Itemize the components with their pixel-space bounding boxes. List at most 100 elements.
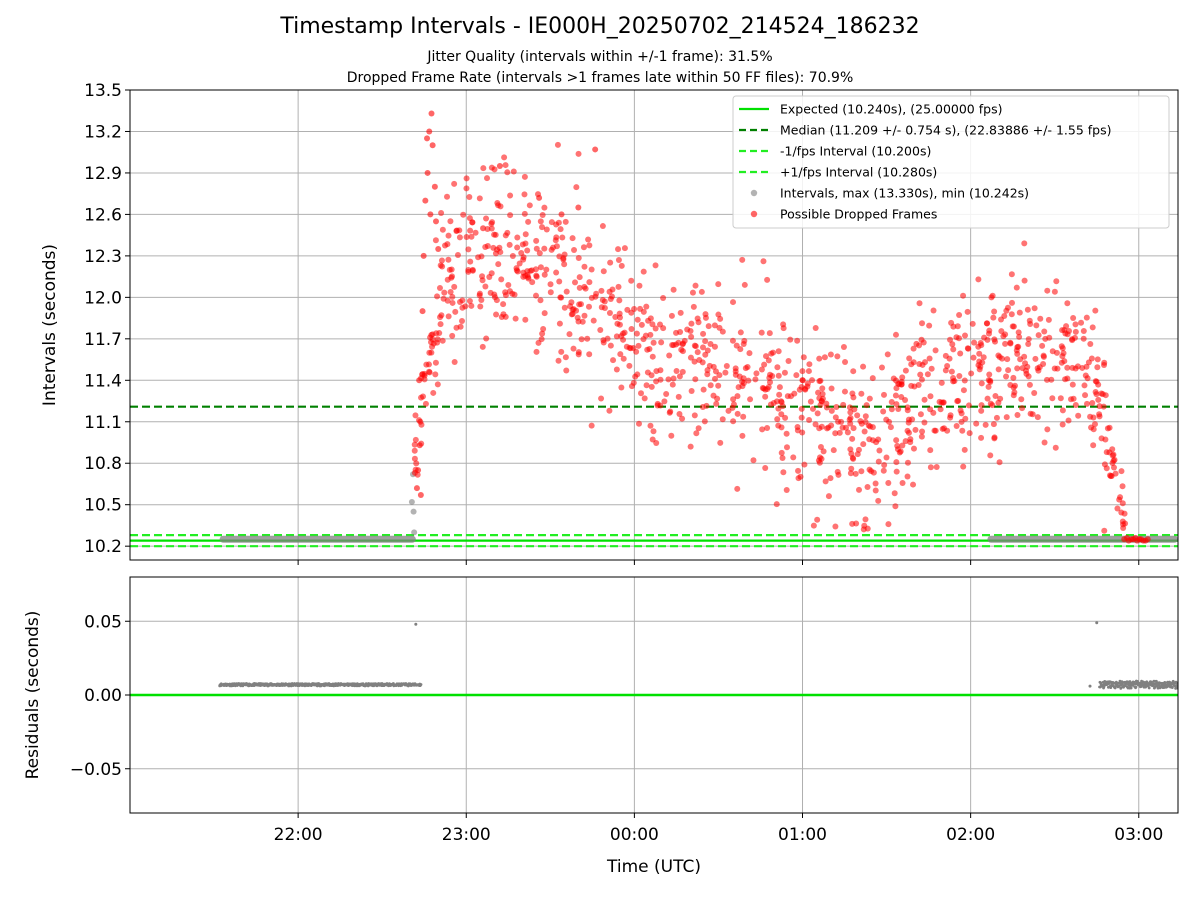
dropped-frame-point	[1064, 300, 1071, 307]
dropped-frame-point	[567, 303, 574, 310]
dropped-frame-point	[536, 194, 543, 201]
dropped-frame-point	[667, 408, 674, 415]
dropped-frame-point	[624, 306, 631, 313]
dropped-frame-point	[533, 348, 540, 355]
dropped-frame-point	[491, 231, 498, 238]
dropped-frame-point	[735, 384, 742, 391]
dropped-frame-point	[893, 459, 900, 466]
dropped-frame-point	[828, 407, 835, 414]
dropped-frame-point	[933, 464, 940, 471]
dropped-frame-point	[638, 321, 645, 328]
dropped-frame-point	[858, 468, 865, 475]
dropped-frame-point	[537, 264, 544, 271]
dropped-frame-point	[1052, 444, 1059, 451]
dropped-frame-point	[504, 169, 511, 176]
dropped-frame-point	[999, 355, 1006, 362]
legend-label: -1/fps Interval (10.200s)	[780, 144, 931, 159]
dropped-frame-point	[432, 371, 439, 378]
dropped-frame-point	[610, 357, 617, 364]
dropped-frame-point	[849, 435, 856, 442]
residual-point	[1119, 686, 1123, 690]
dropped-frame-point	[436, 284, 443, 291]
dropped-frame-point	[563, 367, 570, 374]
dropped-frame-point	[547, 289, 554, 296]
dropped-frame-point	[887, 424, 894, 431]
dropped-frame-point	[1024, 363, 1031, 370]
dropped-frame-point	[866, 466, 873, 473]
dropped-frame-point	[812, 325, 819, 332]
dropped-frame-point	[1084, 400, 1091, 407]
dropped-frame-point	[910, 345, 917, 352]
dropped-frame-point	[775, 422, 782, 429]
dropped-frame-point	[1101, 361, 1108, 368]
dropped-frame-point	[860, 363, 867, 370]
dropped-frame-point	[987, 377, 994, 384]
dropped-frame-point	[774, 416, 781, 423]
dropped-frame-point	[1008, 271, 1015, 278]
dropped-frame-point	[858, 390, 865, 397]
dropped-frame-point	[846, 404, 853, 411]
dropped-frame-point	[1079, 364, 1086, 371]
dropped-frame-point	[841, 388, 848, 395]
top-ytick-label: 13.5	[84, 81, 122, 101]
dropped-frame-point	[861, 522, 868, 529]
dropped-frame-point	[850, 368, 857, 375]
dropped-frame-point	[995, 366, 1002, 373]
dropped-frame-point	[801, 461, 808, 468]
dropped-frame-point	[606, 288, 613, 295]
dropped-frame-point	[510, 168, 517, 175]
dropped-frame-point	[1017, 356, 1024, 363]
dropped-frame-point	[580, 244, 587, 251]
dropped-frame-point	[872, 480, 879, 487]
dropped-frame-point	[466, 215, 473, 222]
dropped-frame-point	[847, 446, 854, 453]
dropped-frame-point	[712, 368, 719, 375]
dropped-frame-point	[1102, 392, 1109, 399]
dropped-frame-point	[878, 364, 885, 371]
dropped-frame-point	[618, 384, 625, 391]
dropped-frame-point	[654, 402, 661, 409]
bottom-data	[130, 621, 1178, 697]
dropped-frame-point	[730, 418, 737, 425]
dropped-frame-point	[860, 441, 867, 448]
dropped-frame-point	[1061, 358, 1068, 365]
dropped-frame-point	[1002, 331, 1009, 338]
dropped-frame-point	[493, 311, 500, 318]
dropped-frame-point	[435, 245, 442, 252]
dropped-frame-point	[434, 339, 441, 346]
dropped-frame-point	[620, 336, 627, 343]
dropped-frame-point	[847, 420, 854, 427]
dropped-frame-point	[1080, 328, 1087, 335]
dropped-frame-point	[412, 412, 419, 419]
dropped-frame-point	[796, 386, 803, 393]
dropped-frame-point	[630, 379, 637, 386]
dropped-frame-point	[541, 271, 548, 278]
dropped-frame-point	[571, 247, 578, 254]
dropped-frame-point	[1019, 405, 1026, 412]
dropped-frame-point	[707, 382, 714, 389]
dropped-frame-point	[775, 348, 782, 355]
dropped-frame-point	[912, 426, 919, 433]
dropped-frame-point	[668, 312, 675, 319]
dropped-frame-point	[758, 329, 765, 336]
dropped-frame-point	[759, 385, 766, 392]
dropped-frame-point	[1080, 335, 1087, 342]
dropped-frame-point	[1078, 319, 1085, 326]
bottom-ytick-label: 0.05	[84, 612, 122, 632]
dropped-frame-point	[483, 215, 490, 222]
legend-label: Intervals, max (13.330s), min (10.242s)	[780, 186, 1029, 201]
dropped-frame-point	[479, 277, 486, 284]
legend-label: Possible Dropped Frames	[780, 207, 937, 222]
dropped-frame-point	[752, 376, 759, 383]
dropped-frame-point	[913, 340, 920, 347]
dropped-frame-point	[839, 424, 846, 431]
dropped-frame-point	[1032, 355, 1039, 362]
dropped-frame-point	[695, 319, 702, 326]
dropped-frame-point	[570, 345, 577, 352]
dropped-frame-point	[730, 299, 737, 306]
residual-point	[419, 683, 423, 686]
dropped-frame-point	[658, 339, 665, 346]
dropped-frame-point	[1118, 468, 1125, 475]
dropped-frame-point	[1070, 314, 1077, 321]
dropped-frame-point	[513, 267, 520, 274]
